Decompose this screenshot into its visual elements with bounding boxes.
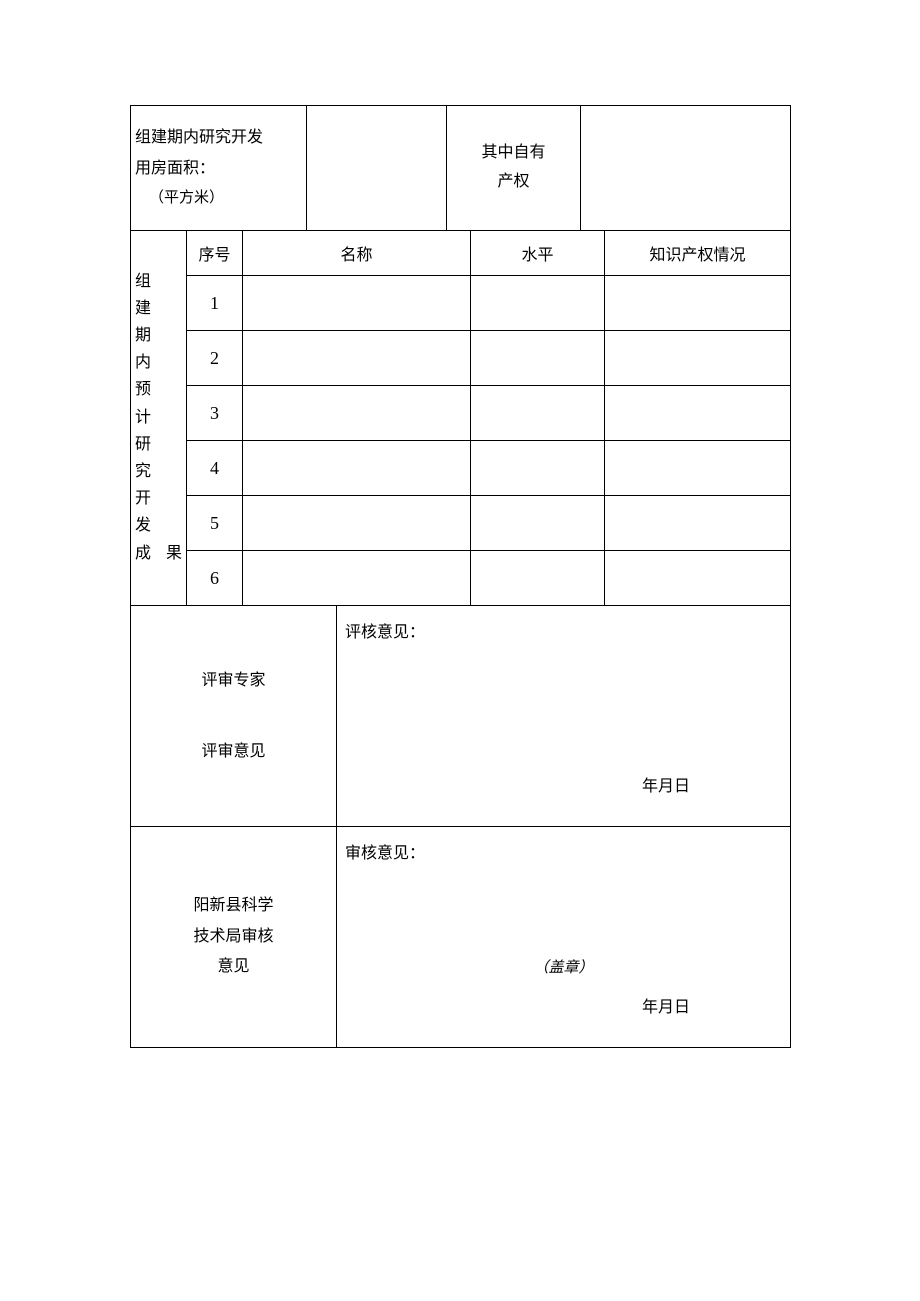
bureau-top-label: 审核意见：	[345, 839, 425, 863]
seq-cell: 1	[187, 276, 243, 331]
expert-date: 年月日	[642, 772, 690, 796]
results-header-row: 组 建期 内预 计研 究开 发成果 序号 名称 水平 知识产权情况	[131, 231, 791, 276]
expert-opinion-row: 评审专家 评审意见 评核意见： 年月日	[131, 606, 791, 827]
results-row: 1	[131, 276, 791, 331]
results-side-label: 组 建期 内预 计研 究开 发成果	[131, 231, 187, 606]
name-cell[interactable]	[243, 331, 471, 386]
ip-cell[interactable]	[605, 441, 791, 496]
seq-cell: 6	[187, 551, 243, 606]
expert-side-label: 评审专家 评审意见	[131, 606, 337, 827]
ip-cell[interactable]	[605, 331, 791, 386]
level-cell[interactable]	[471, 386, 605, 441]
level-cell[interactable]	[471, 276, 605, 331]
seq-cell: 2	[187, 331, 243, 386]
results-row: 4	[131, 441, 791, 496]
col-name: 名称	[243, 231, 471, 276]
results-row: 3	[131, 386, 791, 441]
area-unit: （平方米）	[135, 184, 302, 213]
name-cell[interactable]	[243, 276, 471, 331]
seq-cell: 3	[187, 386, 243, 441]
col-ip: 知识产权情况	[605, 231, 791, 276]
form-table: 组建期内研究开发 用房面积： （平方米） 其中自有 产权 组 建期 内预 计研 …	[130, 105, 791, 1048]
name-cell[interactable]	[243, 441, 471, 496]
bureau-opinion-row: 阳新县科学 技术局审核 意见 审核意见： （盖章） 年月日	[131, 827, 791, 1048]
bureau-opinion-cell[interactable]: 审核意见： （盖章） 年月日	[337, 827, 791, 1048]
ip-cell[interactable]	[605, 386, 791, 441]
own-property-label: 其中自有 产权	[447, 106, 581, 231]
bureau-date: 年月日	[642, 993, 690, 1017]
name-cell[interactable]	[243, 496, 471, 551]
area-label-line2: 用房面积：	[135, 160, 215, 177]
area-label-line1: 组建期内研究开发	[135, 129, 263, 146]
seq-cell: 4	[187, 441, 243, 496]
area-value[interactable]	[307, 106, 447, 231]
level-cell[interactable]	[471, 496, 605, 551]
expert-opinion-cell[interactable]: 评核意见： 年月日	[337, 606, 791, 827]
level-cell[interactable]	[471, 551, 605, 606]
ip-cell[interactable]	[605, 496, 791, 551]
form-page: 组建期内研究开发 用房面积： （平方米） 其中自有 产权 组 建期 内预 计研 …	[130, 105, 790, 1048]
area-label-cell: 组建期内研究开发 用房面积： （平方米）	[131, 106, 307, 231]
ip-cell[interactable]	[605, 276, 791, 331]
expert-top-label: 评核意见：	[345, 618, 425, 642]
name-cell[interactable]	[243, 551, 471, 606]
seq-cell: 5	[187, 496, 243, 551]
results-row: 6	[131, 551, 791, 606]
level-cell[interactable]	[471, 441, 605, 496]
level-cell[interactable]	[471, 331, 605, 386]
area-row: 组建期内研究开发 用房面积： （平方米） 其中自有 产权	[131, 106, 791, 231]
bureau-side-label: 阳新县科学 技术局审核 意见	[131, 827, 337, 1048]
bureau-stamp: （盖章）	[533, 956, 593, 977]
results-row: 2	[131, 331, 791, 386]
name-cell[interactable]	[243, 386, 471, 441]
own-property-value[interactable]	[581, 106, 791, 231]
ip-cell[interactable]	[605, 551, 791, 606]
results-row: 5	[131, 496, 791, 551]
col-level: 水平	[471, 231, 605, 276]
col-seq: 序号	[187, 231, 243, 276]
